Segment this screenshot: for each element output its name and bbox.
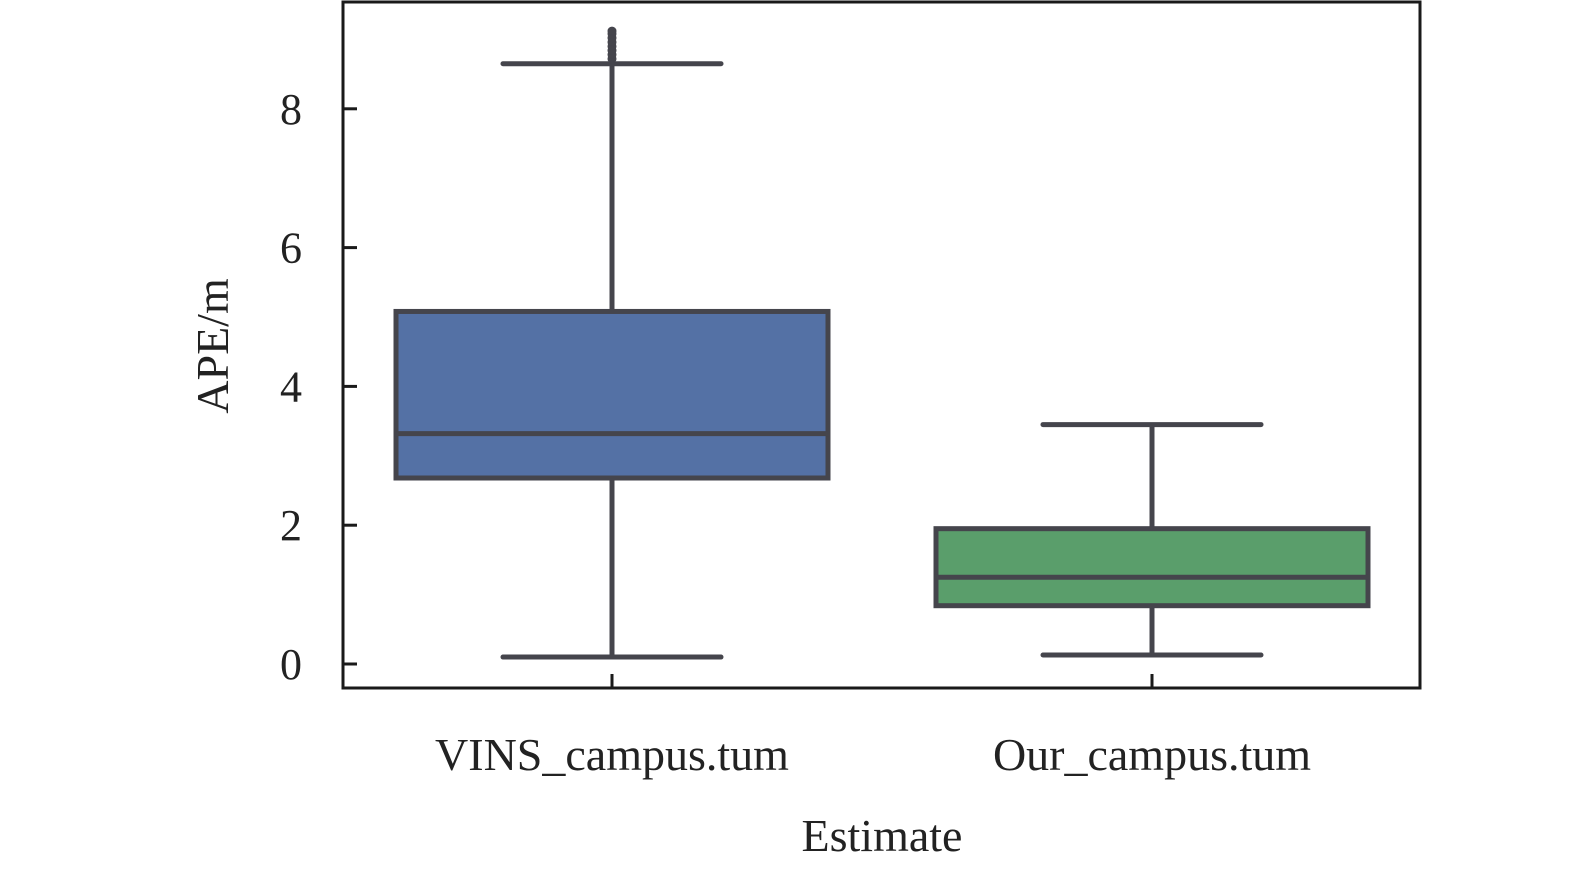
outlier-point — [607, 26, 617, 36]
y-tick-label-6: 6 — [280, 224, 302, 273]
iqr-box — [393, 308, 831, 481]
y-tick-label-4: 4 — [280, 362, 302, 411]
box-group-0 — [393, 26, 831, 660]
plot-frame-layer — [341, 0, 1422, 690]
boxes-layer — [393, 26, 1371, 660]
x-axis-layer: VINS_campus.tum Our_campus.tum — [435, 674, 1311, 780]
y-tick-label-2: 2 — [280, 501, 302, 550]
iqr-box — [933, 526, 1371, 609]
y-tick-label-8: 8 — [280, 85, 302, 134]
y-axis-layer: 0 2 4 6 8 — [280, 85, 357, 689]
plot-frame — [341, 0, 1422, 690]
box-group-1 — [933, 422, 1371, 658]
x-category-label-1: Our_campus.tum — [993, 729, 1311, 780]
x-category-label-0: VINS_campus.tum — [435, 729, 789, 780]
x-axis-title: Estimate — [802, 810, 963, 861]
y-axis-title: APE/m — [187, 278, 238, 414]
y-tick-label-0: 0 — [280, 640, 302, 689]
